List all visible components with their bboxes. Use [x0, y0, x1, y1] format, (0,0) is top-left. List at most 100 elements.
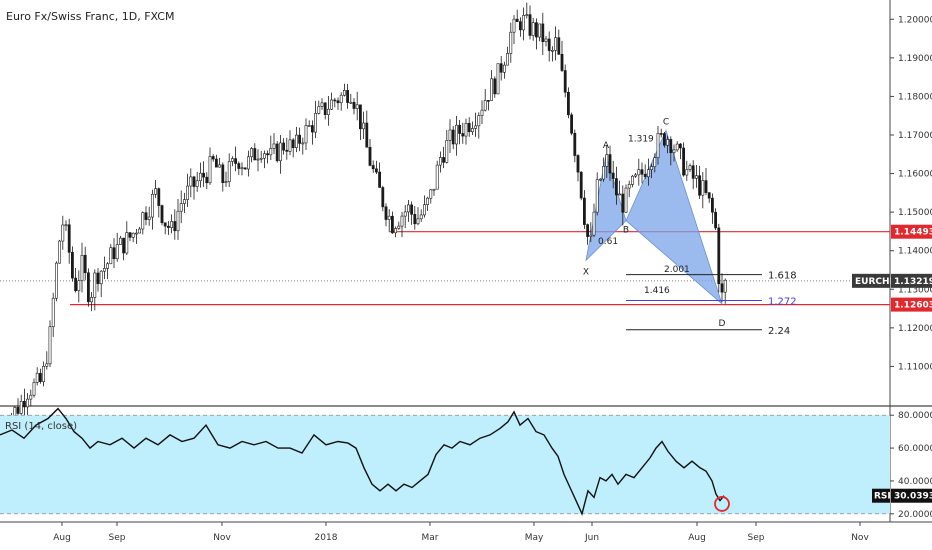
candle-body: [608, 154, 612, 174]
candle-body: [186, 185, 190, 200]
candle-body: [429, 189, 433, 199]
symbol-tag: [852, 273, 890, 288]
candle-body: [310, 125, 314, 133]
rsi-tick-label: 20.0000: [898, 510, 932, 520]
candle-body: [701, 180, 705, 196]
candle-body: [237, 163, 241, 169]
last-price-tag: [891, 273, 932, 288]
candle-body: [128, 232, 132, 238]
price-tick-label: 1.14000: [898, 247, 932, 257]
candle-body: [710, 197, 714, 213]
candle-body: [390, 215, 394, 234]
candle-body: [176, 210, 180, 232]
candle-body: [218, 164, 222, 168]
candle-body: [630, 175, 634, 185]
candle-body: [330, 99, 334, 110]
candle-body: [307, 125, 311, 127]
candle-body: [723, 279, 727, 293]
candle-body: [362, 122, 366, 130]
candle-body: [202, 172, 206, 178]
candle-body: [192, 176, 196, 187]
candle-body: [518, 21, 522, 31]
candle-body: [554, 37, 558, 51]
candle-body: [253, 148, 257, 161]
level-price-tag: [891, 224, 932, 239]
candle-body: [522, 15, 526, 31]
candle-body: [99, 270, 103, 285]
candle-body: [550, 49, 554, 52]
pattern-ratio-label: 1.416: [644, 286, 670, 296]
candle-body: [109, 247, 113, 265]
price-tick-label: 1.15000: [898, 208, 932, 218]
candle-body: [515, 18, 519, 22]
candle-body: [77, 280, 81, 292]
candle-body: [656, 133, 660, 158]
candle-body: [506, 53, 510, 66]
rsi-tick-label: 80.0000: [898, 411, 932, 421]
candle-body: [541, 23, 545, 43]
time-tick-label: Sep: [748, 533, 765, 543]
candle-body: [154, 188, 158, 195]
candle-body: [339, 94, 343, 104]
candle-body: [119, 237, 122, 245]
candle-body: [576, 155, 580, 173]
candle-body: [672, 149, 676, 153]
candle-body: [183, 199, 186, 204]
last-price-label: 1.13219: [894, 277, 932, 287]
candle-body: [502, 64, 506, 73]
candle-body: [416, 218, 420, 225]
candle-body: [349, 101, 353, 104]
fib-extension-label: 1.618: [768, 271, 797, 282]
candle-body: [579, 171, 583, 199]
candle-body: [320, 102, 324, 107]
candle-body: [525, 14, 529, 16]
price-tick-label: 1.11000: [898, 362, 932, 372]
candle-body: [704, 180, 708, 193]
candle-body: [26, 398, 30, 408]
candle-body: [563, 70, 567, 93]
candle-body: [157, 188, 161, 206]
pattern-point-label: D: [719, 319, 726, 329]
candle-body: [698, 175, 702, 196]
price-tick-label: 1.19000: [898, 54, 932, 64]
candle-body: [358, 104, 362, 130]
candle-body: [675, 143, 679, 151]
candle-body: [45, 363, 49, 367]
candle-body: [355, 104, 359, 109]
candle-body: [435, 164, 439, 190]
candle-body: [378, 171, 382, 188]
candle-body: [314, 113, 318, 133]
candle-body: [717, 227, 721, 285]
candle-body: [637, 169, 641, 176]
candle-body: [272, 143, 276, 149]
candle-body: [29, 394, 33, 400]
candle-body: [627, 184, 631, 189]
candle-body: [336, 100, 340, 104]
rsi-value-tag: [891, 488, 932, 503]
candle-body: [528, 14, 532, 36]
candle-body: [598, 178, 602, 181]
rsi-line[interactable]: [0, 407, 725, 516]
candle-body: [205, 176, 209, 184]
candle-body: [400, 215, 404, 227]
candle-body: [144, 212, 148, 220]
candle-body: [58, 240, 62, 264]
candle-body: [131, 232, 135, 238]
pattern-ratio-label: 1.319: [628, 135, 654, 145]
candle-body: [240, 167, 244, 170]
candle-body: [384, 206, 388, 220]
pattern-point-label: B: [623, 226, 629, 236]
candle-body: [160, 205, 164, 224]
candle-body: [51, 297, 55, 327]
chart-title: Euro Fx/Swiss Franc, 1D, FXCM: [6, 10, 174, 23]
candle-body: [624, 187, 628, 213]
candle-body: [570, 114, 574, 134]
candle-body: [285, 149, 289, 152]
candle-body: [464, 122, 468, 137]
candle-body: [294, 134, 298, 148]
candle-body: [557, 37, 561, 55]
candle-body: [42, 365, 46, 382]
candle-body: [486, 100, 490, 102]
pattern-point-label: A: [603, 141, 610, 151]
